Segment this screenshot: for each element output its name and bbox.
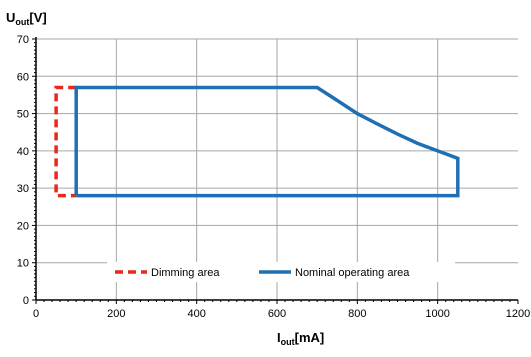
series-layer xyxy=(54,85,460,198)
x-axis-label-main: I xyxy=(277,330,281,345)
x-tick-label: 200 xyxy=(107,308,125,320)
y-tick-label: 10 xyxy=(17,258,29,270)
y-axis-label-unit: [V] xyxy=(29,10,46,25)
legend-label-nominal: Nominal operating area xyxy=(295,267,410,279)
y-tick-label: 50 xyxy=(17,109,29,121)
x-tick-label: 800 xyxy=(348,308,366,320)
x-tick-label: 1200 xyxy=(506,308,530,320)
y-axis-label-main: U xyxy=(6,10,15,25)
legend: Dimming area Nominal operating area xyxy=(107,262,455,282)
y-tick-label: 0 xyxy=(23,295,29,307)
y-tick-label: 20 xyxy=(17,220,29,232)
y-axis-label: Uout[V] xyxy=(6,10,47,27)
y-tick-label: 30 xyxy=(17,183,29,195)
x-tick-label: 400 xyxy=(187,308,205,320)
y-tick-label: 60 xyxy=(17,71,29,83)
y-tick-label: 40 xyxy=(17,146,29,158)
x-axis-label-sub: out xyxy=(281,337,295,347)
y-axis-label-sub: out xyxy=(15,17,29,27)
y-tick-label: 70 xyxy=(17,34,29,46)
x-tick-label: 1000 xyxy=(425,308,449,320)
x-axis-label-unit: [mA] xyxy=(295,330,325,345)
x-axis-label: Iout[mA] xyxy=(277,330,324,347)
legend-label-dimming: Dimming area xyxy=(151,267,220,279)
x-tick-label: 600 xyxy=(268,308,286,320)
series-nominal-operating-area xyxy=(74,85,460,198)
tick-layer: 0 200 400 600 800 1000 1200 0 10 20 30 40 50 60 70 xyxy=(17,34,530,320)
x-tick-label: 0 xyxy=(33,308,39,320)
grid-layer xyxy=(36,38,518,300)
